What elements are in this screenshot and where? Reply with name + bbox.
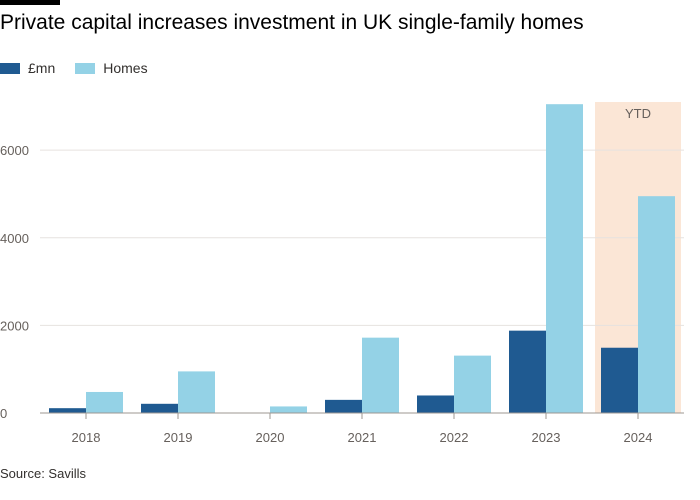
y-tick-label: 2000 — [0, 318, 29, 333]
x-tick-label: 2023 — [532, 430, 561, 445]
bar — [601, 347, 638, 413]
source-note: Source: Savills — [0, 466, 86, 481]
legend-swatch-pounds — [0, 62, 20, 74]
x-tick-label: 2024 — [624, 430, 653, 445]
bar — [49, 408, 86, 413]
bar — [141, 403, 178, 413]
bar — [178, 371, 215, 413]
y-tick-label: 4000 — [0, 231, 29, 246]
bar — [362, 337, 399, 413]
legend-label-homes: Homes — [103, 60, 148, 76]
x-tick-label: 2019 — [164, 430, 193, 445]
bar — [417, 395, 454, 413]
legend-item-homes: Homes — [75, 60, 148, 76]
brand-rule — [0, 0, 60, 5]
bar — [86, 391, 123, 413]
x-tick-label: 2020 — [256, 430, 285, 445]
highlight-label: YTD — [625, 106, 651, 121]
legend: £mn Homes — [0, 58, 168, 78]
legend-label-pounds: £mn — [28, 60, 56, 76]
y-tick-label: 0 — [0, 406, 7, 421]
x-tick-label: 2022 — [440, 430, 469, 445]
chart-title: Private capital increases investment in … — [0, 11, 584, 34]
bar — [509, 330, 546, 413]
legend-item-pounds: £mn — [0, 60, 55, 76]
y-tick-label: 6000 — [0, 143, 29, 158]
bar — [638, 196, 675, 413]
bar — [270, 406, 307, 413]
x-tick-label: 2018 — [72, 430, 101, 445]
bar — [325, 399, 362, 413]
x-tick-label: 2021 — [348, 430, 377, 445]
bar — [546, 104, 583, 414]
bar — [454, 355, 491, 413]
legend-swatch-homes — [75, 62, 96, 74]
